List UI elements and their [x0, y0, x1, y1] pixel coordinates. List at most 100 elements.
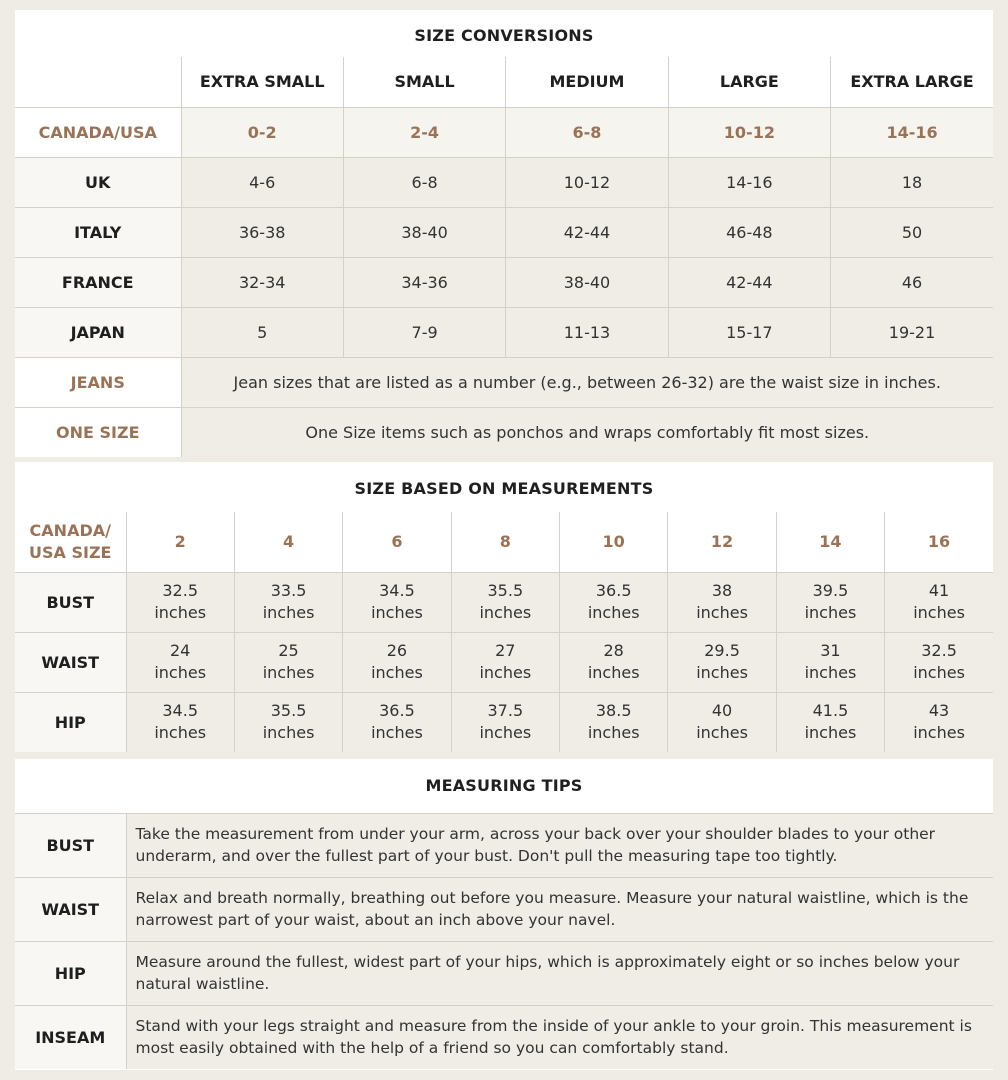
- measurement-unit: inches: [154, 603, 207, 622]
- size-cell: 10-12: [505, 156, 669, 208]
- measurement-unit: inches: [154, 723, 207, 743]
- measurement-unit: inches: [804, 603, 857, 622]
- measurement-cell: 34.5 inches: [342, 571, 452, 633]
- measurement-value: 43: [928, 701, 950, 721]
- measurement-unit: inches: [804, 723, 857, 743]
- measurement-unit: inches: [479, 603, 532, 622]
- corner-label: CANADA/ USA SIZE: [15, 512, 127, 573]
- size-cell: 46: [830, 256, 993, 308]
- measurement-value: 36.5: [379, 701, 415, 721]
- column-header: EXTRA SMALL: [180, 57, 344, 108]
- note-row: ONE SIZE One Size items such as ponchos a…: [15, 406, 993, 457]
- measurement-value: 38: [711, 581, 733, 600]
- measurement-cell: 36.5 inches: [558, 571, 669, 633]
- measurement-cell: 41.5 inches: [775, 691, 886, 752]
- table-row: JAPAN 5 7-9 11-13 15-17 19-21: [15, 306, 993, 358]
- size-conversions-table: SIZE CONVERSIONS EXTRA SMALL SMALL MEDIUM L…: [15, 10, 993, 457]
- row-label: ITALY: [15, 206, 182, 258]
- size-header: 14: [775, 512, 886, 573]
- size-cell: 2-4: [342, 106, 507, 158]
- measurement-cell: 40 inches: [667, 691, 777, 752]
- note-label: JEANS: [15, 356, 182, 408]
- measurement-unit: inches: [262, 603, 315, 622]
- size-cell: 6-8: [342, 156, 507, 208]
- measurement-value: 39.5: [812, 581, 849, 600]
- measurement-value: 40: [711, 701, 733, 721]
- measurement-cell: 33.5 inches: [233, 571, 344, 633]
- size-cell: 34-36: [342, 256, 507, 308]
- size-header: 4: [233, 512, 344, 573]
- size-cell: 38-40: [505, 256, 669, 308]
- note-text: One Size items such as ponchos and wraps…: [180, 406, 993, 457]
- size-cell: 46-48: [667, 206, 832, 258]
- tip-row: HIP Measure around the fullest, widest pa…: [15, 940, 993, 1006]
- column-header: SMALL: [342, 57, 507, 108]
- measurement-label: BUST: [15, 571, 127, 633]
- measurement-cell: 32.5 inches: [125, 571, 235, 633]
- measurement-cell: 28 inches: [558, 631, 669, 693]
- size-cell: 36-38: [180, 206, 344, 258]
- measuring-tips-table: MEASURING TIPS BUST Take the measurement …: [15, 759, 993, 1069]
- measurement-cell: 27 inches: [450, 631, 561, 693]
- measurement-unit: inches: [479, 723, 532, 743]
- measurements-section: SIZE BASED ON MEASUREMENTS CANADA/ USA S…: [15, 462, 993, 752]
- size-cell: 50: [830, 206, 993, 258]
- measurement-value: 41.5: [812, 701, 849, 721]
- measurement-cell: 43 inches: [884, 691, 993, 752]
- measuring-tips-title: MEASURING TIPS: [425, 776, 583, 796]
- tip-row: BUST Take the measurement from under your…: [15, 812, 993, 878]
- measurement-unit: inches: [913, 663, 965, 682]
- measurement-value: 26: [386, 641, 408, 660]
- row-label: FRANCE: [15, 256, 182, 308]
- measurement-value: 36.5: [595, 581, 632, 600]
- corner-cell: [15, 57, 182, 108]
- size-cell: 14-16: [667, 156, 832, 208]
- tip-text: Measure around the fullest, widest part …: [125, 940, 993, 1006]
- size-cell: 14-16: [830, 106, 993, 158]
- table-row: UK 4-6 6-8 10-12 14-16 18: [15, 156, 993, 208]
- measurement-cell: 29.5 inches: [667, 631, 777, 693]
- column-header: EXTRA LARGE: [830, 57, 993, 108]
- table-row: ITALY 36-38 38-40 42-44 46-48 50: [15, 206, 993, 258]
- measurement-value: 37.5: [487, 701, 524, 721]
- size-cell: 10-12: [667, 106, 832, 158]
- size-cell: 32-34: [180, 256, 344, 308]
- measurement-label: WAIST: [15, 631, 127, 693]
- measurement-value: 34.5: [379, 581, 415, 600]
- size-conversions-title: SIZE CONVERSIONS: [414, 26, 594, 45]
- measurement-value: 32.5: [921, 641, 957, 660]
- measurement-unit: inches: [696, 663, 748, 682]
- measurement-cell: 41 inches: [884, 571, 993, 633]
- size-cell: 42-44: [505, 206, 669, 258]
- measurement-cell: 37.5 inches: [450, 691, 561, 752]
- measurement-unit: inches: [371, 723, 423, 743]
- column-header: MEDIUM: [505, 57, 669, 108]
- size-cell: 15-17: [667, 306, 832, 358]
- measurement-unit: inches: [804, 663, 857, 682]
- row-label: UK: [15, 156, 182, 208]
- measurement-cell: 32.5 inches: [884, 631, 993, 693]
- measurement-label: HIP: [15, 691, 127, 752]
- table-row: HIP 34.5 inches 35.5 inches 36.5 inches 37.5 inc…: [15, 691, 993, 752]
- measurement-unit: inches: [696, 723, 748, 743]
- table-row: BUST 32.5 inches 33.5 inches 34.5 inches 35.5 in…: [15, 571, 993, 633]
- measurement-value: 25: [278, 641, 299, 660]
- measurement-unit: inches: [371, 663, 423, 682]
- tip-label: BUST: [15, 812, 127, 878]
- tip-text: Stand with your legs straight and measur…: [125, 1004, 993, 1069]
- tip-label: HIP: [15, 940, 127, 1006]
- size-cell: 11-13: [505, 306, 669, 358]
- measurement-cell: 31 inches: [775, 631, 886, 693]
- column-header: LARGE: [667, 57, 832, 108]
- measurement-value: 27: [495, 641, 516, 660]
- size-header: 6: [342, 512, 452, 573]
- measurement-unit: inches: [913, 603, 965, 622]
- size-cell: 18: [830, 156, 993, 208]
- measurement-cell: 38.5 inches: [558, 691, 669, 752]
- measurement-unit: inches: [262, 723, 315, 743]
- measurement-value: 24: [170, 641, 191, 660]
- measurements-table: SIZE BASED ON MEASUREMENTS CANADA/ USA S…: [15, 462, 993, 752]
- row-label: JAPAN: [15, 306, 182, 358]
- size-header: 12: [667, 512, 777, 573]
- size-cell: 42-44: [667, 256, 832, 308]
